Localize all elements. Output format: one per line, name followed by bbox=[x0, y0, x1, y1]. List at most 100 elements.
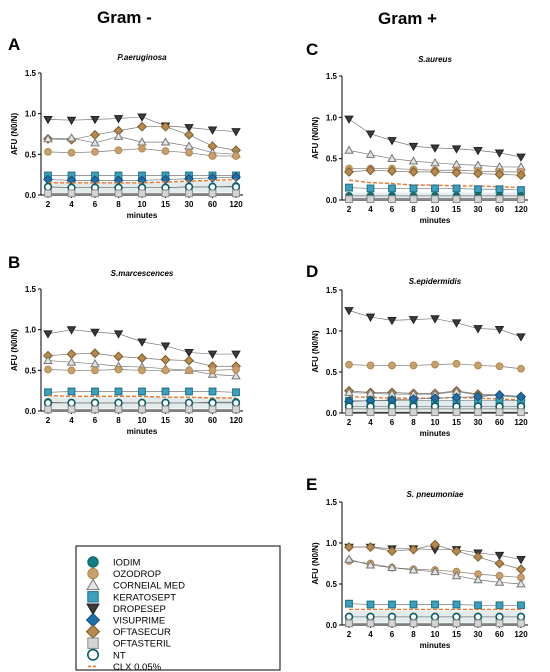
data-point bbox=[66, 349, 77, 360]
x-tick-label: 15 bbox=[452, 205, 461, 214]
data-point bbox=[474, 361, 482, 370]
data-point bbox=[208, 366, 217, 375]
data-point bbox=[137, 338, 147, 347]
data-point bbox=[387, 153, 397, 163]
x-tick-label: 6 bbox=[390, 205, 395, 214]
data-point bbox=[494, 577, 505, 586]
data-point bbox=[344, 145, 354, 154]
data-point bbox=[408, 156, 419, 165]
data-point bbox=[409, 361, 418, 370]
data-point bbox=[365, 560, 376, 569]
data-point bbox=[387, 316, 397, 326]
data-point bbox=[452, 612, 461, 621]
data-point bbox=[345, 183, 353, 192]
data-point bbox=[451, 392, 462, 403]
y-axis-label: AFU (N0/N) bbox=[10, 329, 19, 372]
data-point bbox=[161, 366, 170, 375]
data-point bbox=[451, 570, 462, 580]
x-tick-label: 6 bbox=[390, 418, 395, 427]
chart-panel-d: D S.epidermidis 0.0 0.5 1.0 1.5 2 4 6 8 10 15 30 60 12… bbox=[306, 262, 528, 438]
data-point bbox=[184, 398, 194, 408]
data-point bbox=[161, 387, 170, 396]
data-point bbox=[494, 551, 505, 561]
series-keratosept bbox=[345, 599, 525, 610]
legend-marker-icon bbox=[85, 624, 101, 639]
data-point bbox=[161, 189, 170, 198]
data-point bbox=[113, 131, 124, 140]
legend-label: DROPESEP bbox=[113, 604, 166, 615]
data-point bbox=[345, 360, 353, 369]
y-tick-label: 0.5 bbox=[326, 580, 338, 589]
data-point bbox=[161, 405, 170, 414]
legend-label: CORNEIAL MED bbox=[113, 581, 185, 592]
data-point bbox=[344, 542, 354, 553]
data-point bbox=[431, 195, 439, 204]
panel-title: S.epidermidis bbox=[409, 277, 462, 286]
data-point bbox=[43, 115, 53, 125]
data-point bbox=[232, 365, 240, 374]
data-point bbox=[138, 366, 146, 375]
series-corneial-med bbox=[344, 554, 526, 588]
data-point bbox=[408, 565, 419, 574]
legend-label: IODIM bbox=[113, 558, 141, 569]
series-oftasteril bbox=[44, 189, 240, 198]
data-point bbox=[430, 539, 440, 550]
data-point bbox=[208, 387, 217, 396]
x-tick-label: 2 bbox=[347, 630, 352, 639]
series-oftasteril bbox=[345, 195, 525, 204]
legend-marker-icon bbox=[87, 637, 99, 649]
data-point bbox=[91, 366, 99, 375]
data-point bbox=[207, 350, 218, 359]
y-tick-label: 0.0 bbox=[326, 196, 338, 205]
data-point bbox=[344, 307, 354, 316]
data-point bbox=[344, 612, 354, 621]
data-point bbox=[208, 152, 217, 160]
data-point bbox=[431, 360, 439, 369]
data-point bbox=[365, 313, 376, 322]
legend-label: CLX 0.05% bbox=[113, 662, 162, 672]
x-tick-label: 10 bbox=[138, 200, 147, 209]
x-tick-label: 8 bbox=[411, 630, 416, 639]
data-point bbox=[90, 129, 100, 140]
data-point bbox=[516, 391, 526, 402]
data-point bbox=[91, 147, 99, 156]
x-tick-label: 6 bbox=[93, 200, 98, 209]
data-point bbox=[387, 612, 397, 621]
data-point bbox=[44, 405, 52, 414]
x-tick-label: 10 bbox=[431, 418, 440, 427]
data-point bbox=[208, 182, 217, 192]
x-axis-label: minutes bbox=[420, 641, 451, 650]
panel-title: S. pneumoniae bbox=[407, 490, 464, 499]
data-point bbox=[517, 408, 525, 417]
data-point bbox=[160, 121, 171, 132]
data-point bbox=[517, 195, 525, 204]
data-point bbox=[160, 137, 171, 146]
data-point bbox=[387, 166, 397, 177]
x-tick-label: 8 bbox=[411, 205, 416, 214]
data-point bbox=[345, 408, 353, 417]
y-tick-label: 1.0 bbox=[25, 110, 37, 119]
group-title-gram-negative: Gram - bbox=[97, 8, 152, 27]
data-point bbox=[90, 348, 100, 359]
data-point bbox=[113, 330, 124, 339]
panel-letter: E bbox=[306, 475, 317, 494]
data-point bbox=[113, 351, 124, 362]
data-point bbox=[43, 355, 53, 364]
data-point bbox=[452, 359, 461, 368]
data-point bbox=[494, 325, 505, 335]
series-dropesep bbox=[43, 326, 241, 359]
data-point bbox=[494, 149, 505, 158]
data-point bbox=[43, 330, 53, 339]
data-point bbox=[231, 371, 241, 380]
data-point bbox=[366, 184, 375, 193]
data-point bbox=[208, 398, 217, 408]
data-point bbox=[431, 184, 439, 193]
data-point bbox=[66, 116, 77, 126]
series-oftasteril bbox=[44, 405, 240, 414]
data-point bbox=[366, 619, 375, 628]
data-point bbox=[474, 601, 482, 610]
series-line bbox=[47, 394, 236, 399]
legend-label: OFTASECUR bbox=[113, 627, 171, 638]
series-clx-0-05 bbox=[48, 178, 237, 184]
legend-item-corneial-med: CORNEIAL MED bbox=[86, 578, 185, 592]
